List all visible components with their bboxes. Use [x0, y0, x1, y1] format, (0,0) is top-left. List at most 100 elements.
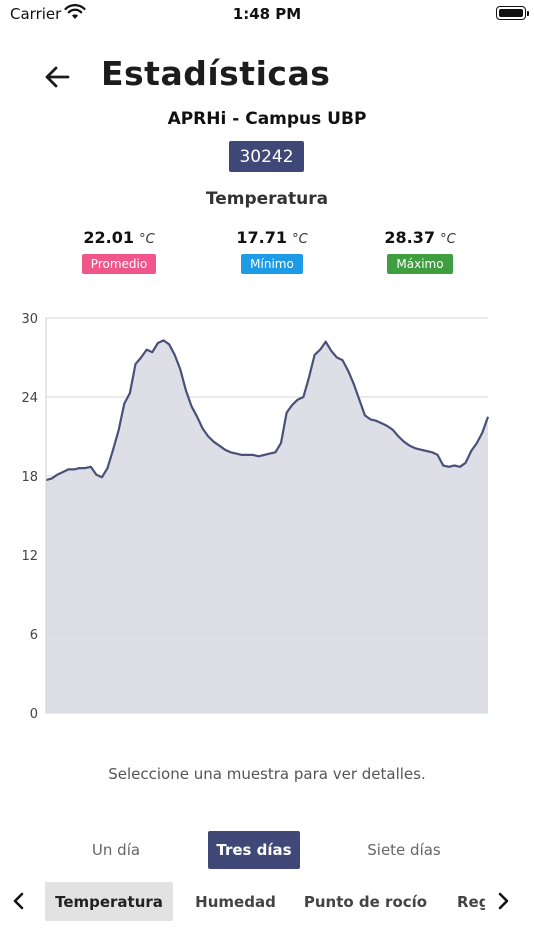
stat-minimum: 17.71 °C Mínimo — [202, 228, 342, 274]
data-point[interactable] — [50, 477, 54, 481]
data-point[interactable] — [262, 453, 266, 457]
data-point[interactable] — [72, 467, 76, 471]
tab-range-one-day[interactable]: Un día — [91, 841, 141, 859]
data-point[interactable] — [162, 338, 166, 342]
data-point[interactable] — [201, 427, 205, 431]
data-point[interactable] — [313, 353, 317, 357]
stat-minimum-badge: Mínimo — [241, 254, 303, 274]
data-point[interactable] — [397, 435, 401, 439]
stat-average: 22.01 °C Promedio — [49, 228, 189, 274]
data-point[interactable] — [268, 452, 272, 456]
stat-minimum-value: 17.71 — [236, 228, 287, 247]
data-point[interactable] — [145, 348, 149, 352]
data-point[interactable] — [173, 353, 177, 357]
data-point[interactable] — [61, 470, 65, 474]
data-point[interactable] — [441, 464, 445, 468]
data-point[interactable] — [447, 465, 451, 469]
data-point[interactable] — [307, 375, 311, 379]
data-point[interactable] — [245, 453, 249, 457]
data-point[interactable] — [106, 466, 110, 470]
next-variable-button[interactable] — [491, 889, 515, 913]
data-point[interactable] — [385, 424, 389, 428]
data-point[interactable] — [167, 342, 171, 346]
data-point[interactable] — [436, 453, 440, 457]
data-point[interactable] — [206, 435, 210, 439]
data-point[interactable] — [190, 404, 194, 408]
data-point[interactable] — [240, 453, 244, 457]
data-point[interactable] — [257, 454, 261, 458]
data-point[interactable] — [217, 444, 221, 448]
data-point[interactable] — [83, 466, 87, 470]
data-point[interactable] — [66, 467, 70, 471]
data-point[interactable] — [329, 349, 333, 353]
data-point[interactable] — [122, 402, 126, 406]
data-point[interactable] — [150, 350, 154, 354]
data-point[interactable] — [486, 415, 490, 419]
tab-variable-humidity[interactable]: Humedad — [195, 892, 276, 911]
data-point[interactable] — [111, 448, 115, 452]
tab-variable-dew-point[interactable]: Punto de rocío — [303, 892, 428, 911]
data-point[interactable] — [452, 464, 456, 468]
data-point[interactable] — [156, 341, 160, 345]
data-point[interactable] — [369, 417, 373, 421]
data-point[interactable] — [234, 452, 238, 456]
tab-variable-next-partial[interactable]: Reg — [457, 892, 485, 911]
tab-variable-temperature[interactable]: Temperatura — [45, 882, 173, 921]
data-point[interactable] — [402, 440, 406, 444]
stat-average-unit: °C — [139, 232, 155, 247]
data-point[interactable] — [178, 367, 182, 371]
data-point[interactable] — [464, 461, 468, 465]
data-point[interactable] — [134, 362, 138, 366]
data-point[interactable] — [335, 356, 339, 360]
prev-variable-button[interactable] — [7, 889, 31, 913]
data-point[interactable] — [195, 415, 199, 419]
data-point[interactable] — [480, 431, 484, 435]
temperature-line[interactable] — [45, 339, 490, 482]
data-point[interactable] — [128, 391, 132, 395]
data-point[interactable] — [184, 388, 188, 392]
data-point[interactable] — [357, 398, 361, 402]
data-point[interactable] — [223, 448, 227, 452]
data-point[interactable] — [55, 473, 59, 477]
data-point[interactable] — [285, 411, 289, 415]
data-point[interactable] — [296, 398, 300, 402]
data-point[interactable] — [341, 358, 345, 362]
station-id-badge: 30242 — [229, 141, 304, 172]
stat-maximum-badge: Máximo — [387, 254, 453, 274]
data-point[interactable] — [408, 444, 412, 448]
data-point[interactable] — [301, 395, 305, 399]
data-point[interactable] — [346, 369, 350, 373]
data-point[interactable] — [425, 449, 429, 453]
data-point[interactable] — [318, 348, 322, 352]
data-point[interactable] — [290, 403, 294, 407]
data-point[interactable] — [352, 382, 356, 386]
data-point[interactable] — [469, 449, 473, 453]
data-point[interactable] — [251, 453, 255, 457]
data-point[interactable] — [374, 419, 378, 423]
data-point[interactable] — [380, 421, 384, 425]
data-point[interactable] — [229, 450, 233, 454]
data-point[interactable] — [391, 428, 395, 432]
data-point[interactable] — [419, 448, 423, 452]
variable-tab-strip[interactable]: Temperatura Humedad Punto de rocío Reg — [45, 882, 485, 922]
data-point[interactable] — [413, 446, 417, 450]
data-point[interactable] — [212, 440, 216, 444]
data-point[interactable] — [475, 441, 479, 445]
data-point[interactable] — [100, 475, 104, 479]
temperature-chart[interactable]: 0 6 12 18 24 30 — [0, 300, 534, 730]
data-point[interactable] — [279, 441, 283, 445]
data-point[interactable] — [458, 465, 462, 469]
data-point[interactable] — [78, 466, 82, 470]
data-point[interactable] — [430, 450, 434, 454]
data-point[interactable] — [273, 450, 277, 454]
tab-range-three-days[interactable]: Tres días — [208, 831, 300, 869]
data-point[interactable] — [139, 356, 143, 360]
helper-text: Seleccione una muestra para ver detalles… — [108, 765, 426, 783]
data-point[interactable] — [94, 473, 98, 477]
data-point[interactable] — [363, 413, 367, 417]
tab-range-seven-days[interactable]: Siete días — [367, 841, 441, 859]
back-button[interactable] — [40, 60, 74, 94]
data-point[interactable] — [117, 428, 121, 432]
data-point[interactable] — [89, 465, 93, 469]
data-point[interactable] — [324, 340, 328, 344]
